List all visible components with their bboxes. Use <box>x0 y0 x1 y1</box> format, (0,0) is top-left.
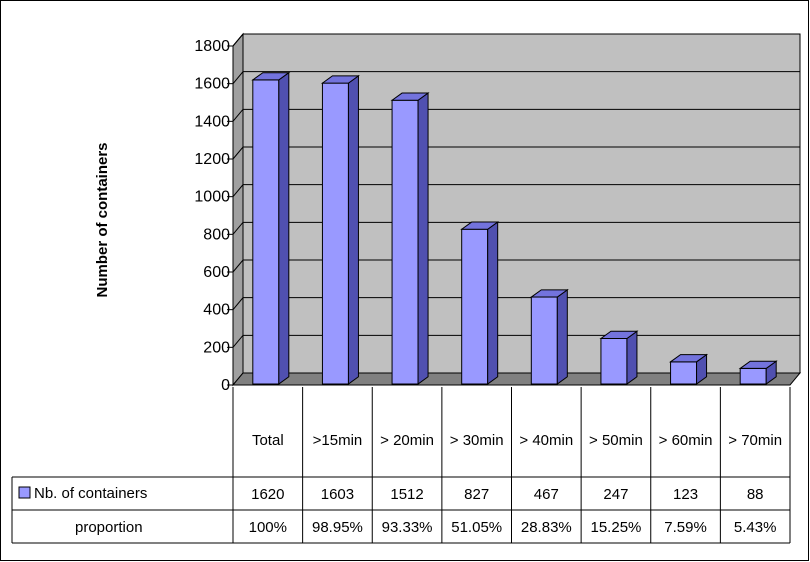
bar <box>529 288 569 385</box>
x-tick-label: Total <box>252 432 284 449</box>
bar-front <box>321 82 349 385</box>
proportion-value: 5.43% <box>734 519 777 536</box>
y-tick-label: 1000 <box>194 189 230 206</box>
bar-top <box>599 330 639 339</box>
y-tick-label: 1400 <box>194 113 230 130</box>
bar-side <box>556 288 568 385</box>
x-tick-label: > 20min <box>380 432 434 449</box>
proportion-label: proportion <box>75 519 143 536</box>
bar-top <box>738 360 778 369</box>
data-value: 88 <box>747 486 764 503</box>
gridline <box>232 108 800 122</box>
y-tick-label: 0 <box>221 377 230 394</box>
proportion-value: 51.05% <box>451 519 502 536</box>
bar-front <box>600 337 628 385</box>
bar-front <box>670 361 698 385</box>
proportion-value: 100% <box>249 519 287 536</box>
gridline <box>232 184 800 197</box>
bar-front <box>739 367 767 385</box>
bar <box>669 353 709 385</box>
data-value: 467 <box>534 486 559 503</box>
bar-front <box>461 228 489 385</box>
x-tick-label: > 40min <box>519 432 573 449</box>
y-tick-label: 200 <box>203 339 230 356</box>
data-value: 1603 <box>321 486 354 503</box>
data-value: 247 <box>603 486 628 503</box>
gridline <box>232 33 800 47</box>
proportion-value: 28.83% <box>521 519 572 536</box>
bar-side <box>417 92 429 385</box>
proportion-value: 15.25% <box>591 519 642 536</box>
bar-side <box>487 221 499 385</box>
data-value: 1620 <box>251 486 284 503</box>
data-value: 123 <box>673 486 698 503</box>
bar <box>320 74 360 385</box>
bar-top <box>390 92 430 101</box>
legend-key <box>18 486 31 499</box>
gridline <box>232 71 800 84</box>
gridlines <box>232 33 800 348</box>
y-tick-label: 600 <box>203 264 230 281</box>
floor <box>231 372 802 386</box>
bar-front <box>391 99 419 385</box>
gridline <box>232 259 800 273</box>
bar-top <box>529 289 569 298</box>
side-wall <box>232 32 244 387</box>
x-tick-label: >15min <box>313 432 363 449</box>
bar <box>251 71 291 385</box>
bar-front <box>252 79 280 385</box>
bar-top <box>320 75 360 84</box>
legend-label: Nb. of containers <box>34 485 147 502</box>
bar-side <box>347 74 359 385</box>
y-axis-ticks: 0 200 400 600 800 1000 1200 1400 1600 1800 <box>194 38 234 394</box>
bar <box>599 330 639 385</box>
bar-top <box>460 221 500 230</box>
bar-side <box>626 330 638 385</box>
data-table: Total >15min > 20min > 30min > 40min > 50min >… <box>11 387 791 544</box>
proportion-value: 98.95% <box>312 519 363 536</box>
gridline <box>232 221 800 235</box>
bar-top <box>669 354 709 363</box>
proportion-value: 7.59% <box>664 519 707 536</box>
x-tick-label: > 30min <box>450 432 504 449</box>
gridline <box>232 146 800 160</box>
y-tick-label: 1600 <box>194 76 230 93</box>
bar <box>738 360 778 385</box>
bar <box>390 92 430 385</box>
x-tick-label: > 50min <box>589 432 643 449</box>
bar-front <box>530 296 558 385</box>
y-tick-label: 1200 <box>194 151 230 168</box>
bar <box>460 221 500 385</box>
data-value: 827 <box>464 486 489 503</box>
bar-top <box>251 72 291 81</box>
y-tick-label: 800 <box>203 226 230 243</box>
bar-side <box>278 71 290 385</box>
gridline <box>232 297 800 310</box>
proportion-value: 93.33% <box>382 519 433 536</box>
bars <box>251 71 778 385</box>
x-tick-label: > 70min <box>728 432 782 449</box>
x-tick-label: > 60min <box>659 432 713 449</box>
y-tick-label: 400 <box>203 302 230 319</box>
y-axis-label: Number of containers <box>94 142 111 297</box>
chart-walls <box>231 32 802 387</box>
data-value: 1512 <box>390 486 423 503</box>
y-tick-label: 1800 <box>194 38 230 55</box>
